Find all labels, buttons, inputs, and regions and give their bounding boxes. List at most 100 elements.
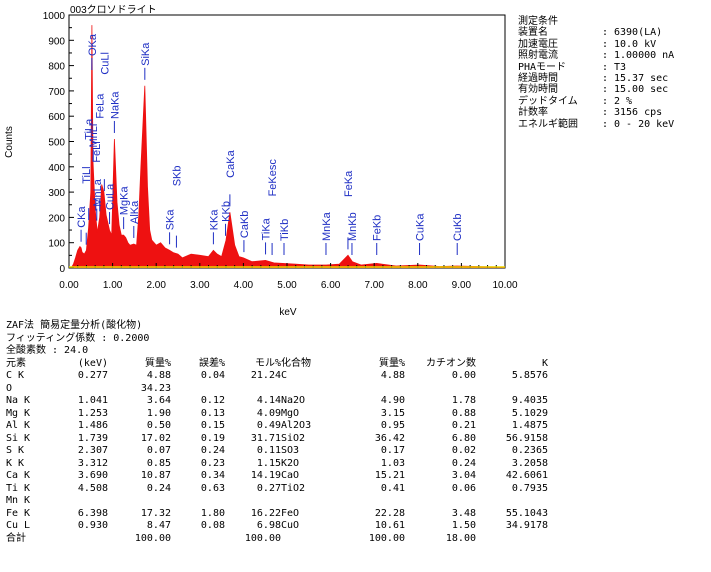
peak-label: OKa: [87, 33, 99, 56]
table-cell: [476, 533, 548, 546]
table-row: Ca K 3.690 10.87 0.34 14.19 CaO 15.21 3.04 42.60…: [6, 470, 706, 483]
analysis-method: ZAF法 簡易定量分析(酸化物): [6, 320, 143, 331]
peak-label: MgKa: [119, 185, 131, 215]
condition-row: デッドタイム:2 %: [518, 96, 711, 107]
y-tick-label: 1000: [43, 11, 66, 22]
condition-row: 計数率:3156 cps: [518, 107, 711, 118]
peak-label: KKa: [208, 209, 220, 231]
y-tick-label: 200: [48, 213, 65, 224]
table-cell: 0.88: [451, 407, 476, 419]
fitting-coefficient: フィッティング係数 : 0.2000: [6, 332, 150, 344]
table-cell: 4.88: [146, 370, 171, 381]
table-cell: 16.22: [250, 507, 281, 519]
table-cell: [64, 533, 108, 546]
table-cell: 1.80: [200, 507, 225, 519]
table-cell: TiO2: [281, 482, 306, 494]
condition-row: 有効時間:15.00 sec: [518, 84, 711, 95]
table-cell: 100.00: [244, 532, 281, 544]
peak-label: CuLl: [99, 52, 111, 75]
condition-value: 3156 cps: [614, 107, 663, 119]
table-cell: 1.253: [77, 407, 108, 419]
table-cell: MgO: [281, 407, 300, 419]
table-cell: 0.07: [146, 445, 171, 456]
total-oxygen: 全酸素数 : 24.0: [6, 345, 89, 356]
condition-key: 計数率: [518, 107, 548, 119]
conditions-heading: 測定条件: [518, 16, 558, 27]
table-cell: 0.24: [200, 445, 225, 456]
table-cell: 15.21: [374, 470, 405, 481]
table-cell: 2.307: [77, 445, 108, 456]
table-cell: [64, 495, 108, 508]
table-cell: 8.47: [146, 520, 171, 531]
peak-label: FeLl: [91, 141, 103, 162]
table-row: O 34.23: [6, 383, 706, 396]
condition-key: 装置名: [518, 27, 548, 39]
table-cell: 0.04: [200, 370, 225, 381]
table-cell: 0.50: [146, 420, 171, 431]
table-cell: Mg K: [6, 407, 31, 419]
table-row: Fe K 6.398 17.32 1.80 16.22 FeO 22.28 3.48 55.10…: [6, 508, 706, 521]
table-cell: 42.6061: [505, 470, 548, 481]
condition-row: 照射電流:1.00000 nA: [518, 50, 711, 61]
peak-label: NaKa: [109, 91, 121, 119]
peak-label: SKb: [171, 165, 183, 186]
x-tick-label: 10.00: [492, 280, 517, 291]
table-cell: [405, 495, 476, 508]
table-cell: [281, 495, 301, 508]
table-cell: 0.06: [451, 482, 476, 494]
x-tick-label: 1.00: [103, 280, 123, 291]
table-cell: 0.7935: [511, 482, 548, 494]
table-cell: 0.63: [200, 482, 225, 494]
condition-colon: :: [602, 107, 609, 119]
condition-colon: :: [602, 61, 609, 73]
table-cell: SO3: [281, 445, 300, 456]
table-cell: 6.98: [256, 520, 281, 531]
table-cell: [301, 383, 349, 396]
peak-label: FeKa: [343, 170, 355, 197]
condition-colon: :: [602, 50, 609, 62]
table-cell: Ca K: [6, 470, 31, 481]
table-cell: O: [6, 382, 13, 394]
table-row: Si K 1.739 17.02 0.19 31.71 SiO2 36.42 6.80 56.9…: [6, 433, 706, 446]
table-cell: 1.486: [77, 420, 108, 431]
table-cell: K K: [6, 457, 25, 469]
table-cell: 1.90: [146, 407, 171, 419]
table-cell: 4.508: [77, 482, 108, 494]
table-cell: 1.78: [451, 395, 476, 406]
table-cell: [349, 495, 405, 508]
table-cell: 合計: [6, 532, 26, 544]
table-cell: Mn K: [6, 495, 31, 506]
x-tick-label: 4.00: [234, 280, 254, 291]
table-row: Al K 1.486 0.50 0.15 0.49 Al2O3 0.95 0.21 1.4875: [6, 420, 706, 433]
table-cell: 0.24: [451, 457, 476, 469]
table-cell: [281, 533, 301, 546]
condition-colon: :: [602, 73, 609, 85]
table-cell: 3.15: [380, 407, 405, 419]
header-cell: K: [541, 357, 548, 369]
peak-label: FeLa: [95, 93, 107, 119]
table-cell: 55.1043: [505, 507, 548, 519]
table-cell: Fe K: [6, 507, 31, 519]
table-cell: [171, 495, 225, 508]
y-axis-title: Counts: [4, 126, 15, 158]
y-tick-label: 700: [48, 87, 65, 98]
table-cell: Al2O3: [281, 420, 312, 431]
table-cell: 0.2365: [511, 445, 548, 456]
condition-value: 15.00 sec: [614, 84, 669, 96]
measurement-conditions: 測定条件 装置名:6390(LA) 加速電圧:10.0 kV 照射電流:1.0000…: [518, 16, 711, 130]
table-cell: [301, 470, 349, 483]
table-row: Ti K 4.508 0.24 0.63 0.27 TiO2 0.41 0.06 0.7935: [6, 483, 706, 496]
quant-analysis-panel: ZAF法 簡易定量分析(酸化物) フィッティング係数 : 0.2000 全酸素数…: [6, 320, 706, 545]
x-tick-label: 9.00: [452, 280, 472, 291]
table-cell: [225, 495, 281, 508]
table-cell: [281, 383, 301, 396]
table-cell: [301, 533, 349, 546]
table-cell: 4.90: [380, 395, 405, 406]
condition-key: 加速電圧: [518, 38, 558, 50]
table-cell: [301, 420, 349, 433]
condition-value: T3: [614, 61, 627, 73]
header-cell: 質量%: [144, 357, 171, 369]
x-tick-label: 6.00: [321, 280, 341, 291]
condition-colon: :: [602, 84, 609, 96]
header-cell: モル%: [254, 357, 281, 369]
